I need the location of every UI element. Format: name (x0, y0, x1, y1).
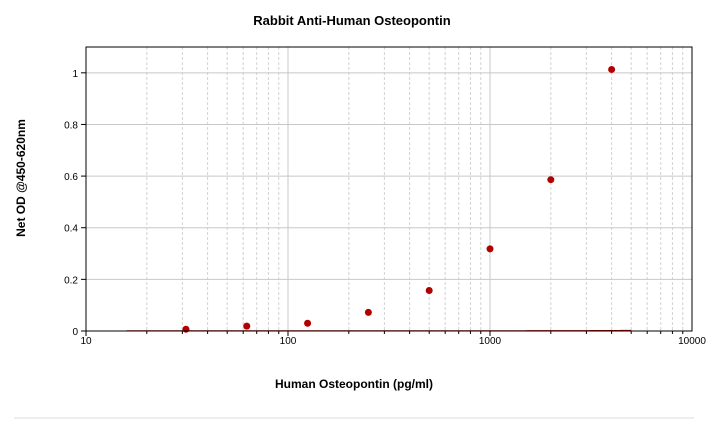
data-point (486, 245, 494, 253)
data-point (243, 322, 251, 330)
y-tick-label: 0.8 (64, 120, 78, 131)
chart-title: Rabbit Anti-Human Osteopontin (253, 13, 450, 28)
data-point (304, 319, 312, 327)
plot-frame (85, 46, 693, 332)
x-tick-label: 10000 (678, 336, 706, 347)
x-tick-label: 10 (80, 336, 92, 347)
grid (85, 47, 692, 332)
data-point (608, 65, 616, 73)
x-tick-label: 1000 (479, 336, 502, 347)
y-tick-label: 1 (72, 69, 78, 80)
y-tick-label: 0.4 (64, 224, 78, 235)
data-point (425, 286, 433, 294)
y-tick-label: 0 (72, 327, 78, 338)
data-points-layer (182, 65, 616, 333)
data-point (547, 176, 555, 184)
y-tick-label: 0.2 (64, 275, 78, 286)
y-axis-label: Net OD @450-620nm (14, 119, 28, 237)
data-point (364, 308, 372, 316)
x-tick-label: 100 (280, 336, 297, 347)
axis-ticks: 0 0.2 0.4 0.6 0.8 1 10 100 1000 10000 (64, 69, 706, 347)
data-point (182, 325, 190, 333)
y-tick-label: 0.6 (64, 172, 78, 183)
x-axis-label: Human Osteopontin (pg/ml) (275, 377, 433, 391)
